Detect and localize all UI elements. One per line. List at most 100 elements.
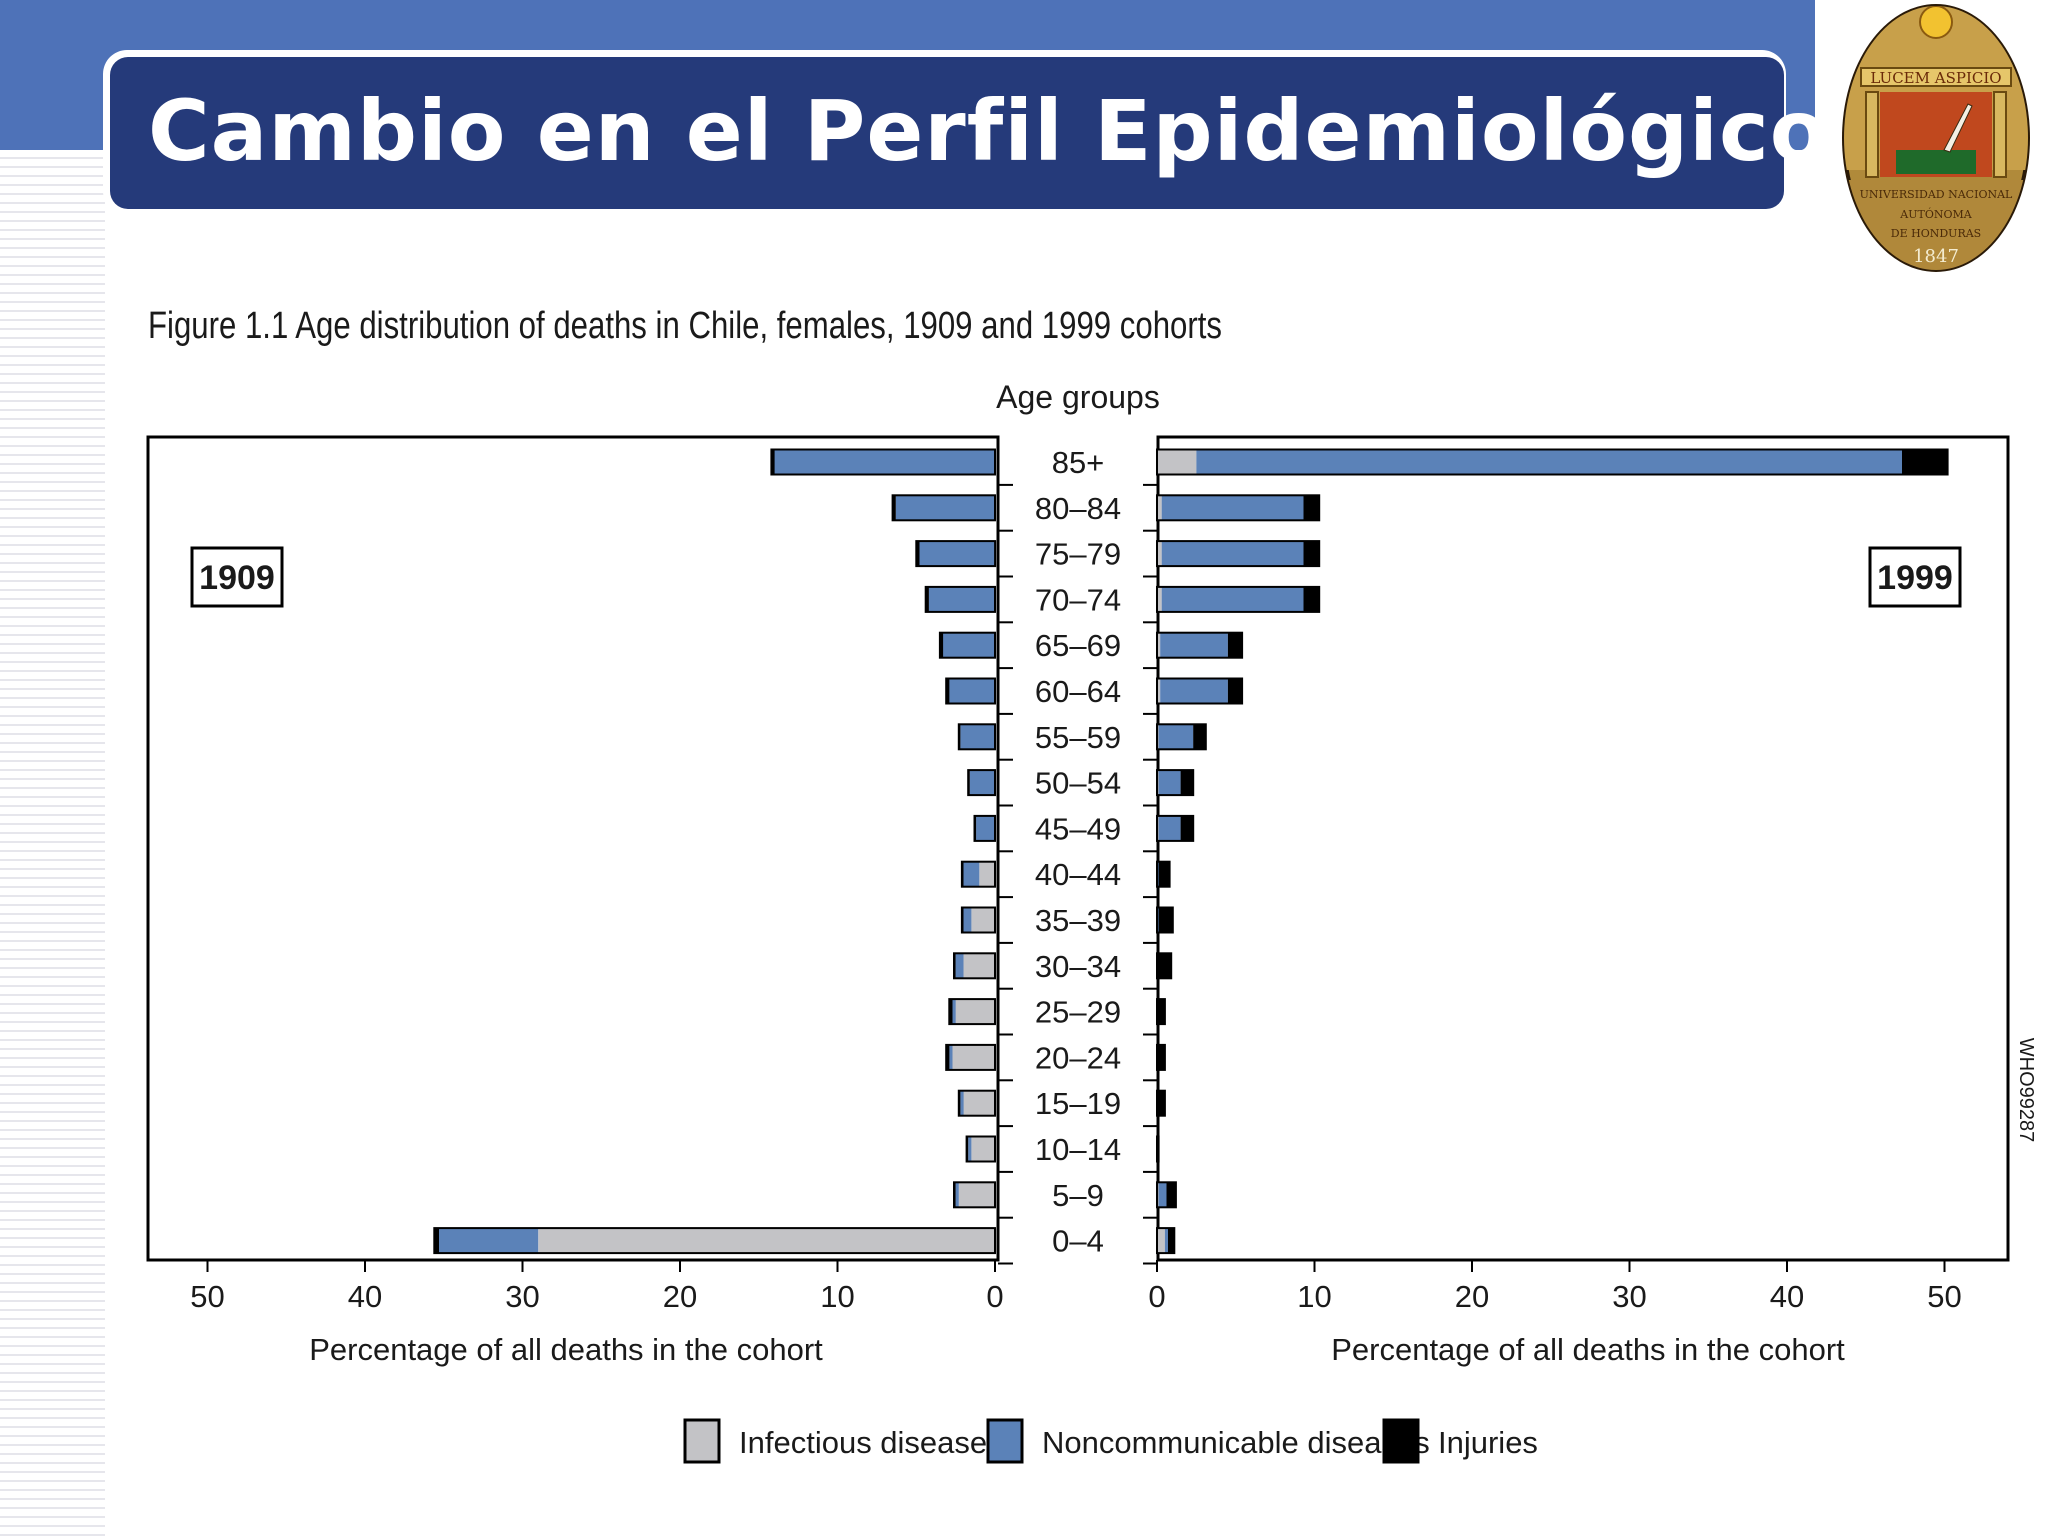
- bar-1909-noncommunicable: [774, 449, 995, 475]
- legend-label-injuries: Injuries: [1438, 1425, 1538, 1460]
- age-group-label: 60–64: [1035, 674, 1121, 709]
- bar-outline-1909: [945, 677, 997, 705]
- bar-1909-infectious: [955, 999, 995, 1025]
- age-group-label: 70–74: [1035, 582, 1121, 617]
- bar-outline-1999: [1156, 952, 1173, 980]
- bar-1999-noncommunicable: [1158, 770, 1181, 796]
- bar-1999-noncommunicable: [1161, 495, 1304, 521]
- bar-outline-1909: [957, 723, 996, 751]
- seal-name-line-1: UNIVERSIDAD NACIONAL: [1860, 188, 2013, 201]
- bar-1999-noncommunicable: [1160, 632, 1228, 658]
- figure-side-code: WHO99287: [2015, 1038, 2037, 1143]
- bar-1999-noncommunicable: [1164, 1228, 1169, 1254]
- bar-1999-injuries: [1193, 724, 1206, 750]
- bar-1999-injuries: [1180, 770, 1194, 796]
- bar-1999-noncommunicable: [1161, 541, 1304, 567]
- bar-1909-noncommunicable: [968, 1136, 972, 1162]
- bar-1909-injuries: [916, 541, 920, 567]
- bar-1999-noncommunicable: [1158, 815, 1181, 841]
- bar-1999-injuries: [1166, 1182, 1176, 1208]
- bar-1999-noncommunicable: [1158, 724, 1194, 750]
- figure-caption: Figure 1.1 Age distribution of deaths in…: [148, 305, 1222, 347]
- age-group-label: 0–4: [1052, 1224, 1104, 1259]
- bar-outline-1999: [1156, 494, 1321, 522]
- bar-outline-1999: [1156, 540, 1321, 568]
- bar-outline-1909: [957, 1089, 996, 1117]
- x-tick-label: 0: [1148, 1279, 1165, 1314]
- bar-1909-infectious: [963, 1090, 995, 1116]
- bar-1909-infectious: [952, 1044, 995, 1070]
- bar-1999-noncommunicable: [1158, 1182, 1167, 1208]
- chart-legend: Infectious diseases Noncommunicable disea…: [683, 1418, 1538, 1464]
- bar-1909-infectious: [538, 1228, 996, 1254]
- title-background: [110, 57, 1784, 209]
- age-distribution-chart: Age groups 85+ 80–84 75–79 70–74 65–69 60–64 5…: [146, 379, 2037, 1464]
- x-tick-label: 10: [1297, 1279, 1331, 1314]
- bar-1909-noncommunicable: [955, 1182, 959, 1208]
- bar-1999-injuries: [1227, 678, 1243, 704]
- x-tick-label: 20: [1455, 1279, 1489, 1314]
- x-tick-label: 50: [190, 1279, 224, 1314]
- x-tick-label: 40: [1770, 1279, 1804, 1314]
- bar-1999-injuries: [1157, 953, 1172, 979]
- bar-1999-infectious: [1157, 495, 1162, 521]
- bar-1999-injuries: [1168, 1228, 1175, 1254]
- bar-1999-infectious: [1157, 632, 1161, 658]
- bar-1909-noncommunicable: [955, 953, 964, 979]
- bar-1909-noncommunicable: [943, 632, 995, 658]
- bar-outline-1909: [891, 494, 996, 522]
- legend-label-noncommunicable: Noncommunicable diseases: [1042, 1425, 1430, 1460]
- bar-outline-1999: [1156, 1227, 1176, 1255]
- legend-swatch-infectious: [683, 1418, 721, 1464]
- bar-1999-infectious: [1157, 586, 1162, 612]
- age-group-label: 65–69: [1035, 628, 1121, 663]
- bar-outline-1999: [1156, 723, 1207, 751]
- panel-label-box-1909: [190, 546, 284, 608]
- bar-1909-infectious: [971, 907, 995, 933]
- age-group-label: 50–54: [1035, 766, 1121, 801]
- bar-1909-injuries: [434, 1228, 439, 1254]
- panel-label-box-1999: [1868, 546, 1962, 608]
- x-tick-label: 30: [505, 1279, 539, 1314]
- age-group-label: 55–59: [1035, 720, 1121, 755]
- bar-outline-1999: [1156, 1043, 1166, 1071]
- bar-outline-1999: [1156, 448, 1949, 476]
- legend-swatch-injuries: [1382, 1418, 1420, 1464]
- bar-1999-noncommunicable: [1160, 678, 1228, 704]
- bar-1999-injuries: [1180, 815, 1194, 841]
- age-group-label: 75–79: [1035, 537, 1121, 572]
- bar-1909-injuries: [946, 1044, 950, 1070]
- bar-outline-1909: [924, 585, 997, 613]
- bar-outline-1999: [1156, 585, 1321, 613]
- bar-outline-1909: [960, 906, 997, 934]
- bar-1999-noncommunicable: [1196, 449, 1902, 475]
- bar-outline-1909: [433, 1227, 996, 1255]
- bars-layer: [433, 448, 1949, 1255]
- right-x-axis-label: Percentage of all deaths in the cohort: [1331, 1332, 1845, 1367]
- x-tick-label: 50: [1927, 1279, 1961, 1314]
- bar-1999-injuries: [1902, 449, 1948, 475]
- bar-1909-injuries: [946, 678, 950, 704]
- bar-outline-1999: [1156, 998, 1166, 1026]
- bar-outline-1909: [965, 1135, 996, 1163]
- panel-label-1909: 1909: [199, 559, 275, 597]
- legend-swatch-noncommunicable: [986, 1418, 1024, 1464]
- bar-1909-injuries: [771, 449, 775, 475]
- bar-outline-1999: [1156, 677, 1244, 705]
- bar-1999-injuries: [1157, 999, 1165, 1025]
- bar-1909-noncommunicable: [952, 999, 956, 1025]
- bar-outline-1999: [1156, 814, 1195, 842]
- bar-1999-infectious: [1157, 541, 1162, 567]
- age-group-label: 5–9: [1052, 1178, 1104, 1213]
- left-stripe-decoration: [0, 150, 105, 1536]
- bar-outline-1999: [1156, 1181, 1177, 1209]
- bar-1909-infectious: [971, 1136, 995, 1162]
- seal-motto: LUCEM ASPICIO: [1870, 69, 2001, 87]
- bar-1999-infectious: [1157, 449, 1197, 475]
- bar-1909-noncommunicable: [928, 586, 996, 612]
- bar-1999-injuries: [1158, 907, 1173, 933]
- bar-1999-injuries: [1157, 1090, 1165, 1116]
- bar-outline-1909: [915, 540, 997, 568]
- left-panel-frame: [146, 435, 1000, 1262]
- age-group-label: 40–44: [1035, 857, 1121, 892]
